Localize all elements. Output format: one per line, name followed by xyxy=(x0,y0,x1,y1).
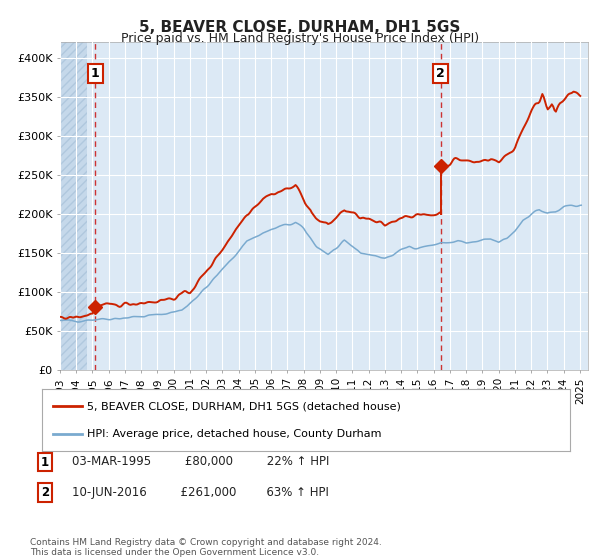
Text: 5, BEAVER CLOSE, DURHAM, DH1 5GS: 5, BEAVER CLOSE, DURHAM, DH1 5GS xyxy=(139,20,461,35)
Text: Contains HM Land Registry data © Crown copyright and database right 2024.
This d: Contains HM Land Registry data © Crown c… xyxy=(30,538,382,557)
Bar xyxy=(60,42,87,370)
Text: 2: 2 xyxy=(41,486,49,500)
Text: 5, BEAVER CLOSE, DURHAM, DH1 5GS (detached house): 5, BEAVER CLOSE, DURHAM, DH1 5GS (detach… xyxy=(87,402,401,412)
Text: HPI: Average price, detached house, County Durham: HPI: Average price, detached house, Coun… xyxy=(87,428,382,438)
Text: 1: 1 xyxy=(91,67,100,80)
Text: 03-MAR-1995         £80,000         22% ↑ HPI: 03-MAR-1995 £80,000 22% ↑ HPI xyxy=(72,455,329,469)
Text: 10-JUN-2016         £261,000        63% ↑ HPI: 10-JUN-2016 £261,000 63% ↑ HPI xyxy=(72,486,329,500)
Text: 1: 1 xyxy=(41,455,49,469)
Text: 2: 2 xyxy=(436,67,445,80)
Text: Price paid vs. HM Land Registry's House Price Index (HPI): Price paid vs. HM Land Registry's House … xyxy=(121,32,479,45)
